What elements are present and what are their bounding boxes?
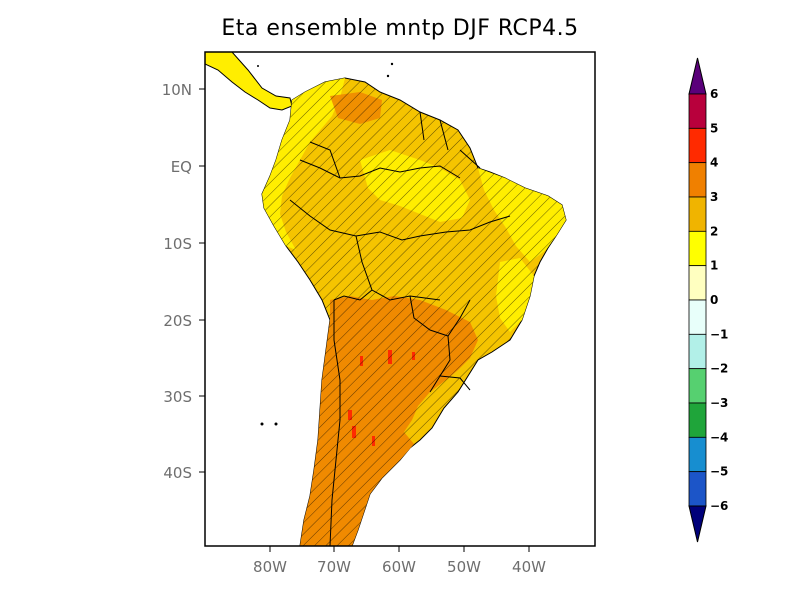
colorbar-swatch xyxy=(688,162,707,198)
colorbar-swatch xyxy=(688,471,707,507)
country-borders xyxy=(289,111,511,546)
lat-label-10n: 10N xyxy=(162,81,192,99)
colorbar-label: 2 xyxy=(710,224,718,238)
colorbar-label: −6 xyxy=(710,499,728,513)
colorbar-label: 0 xyxy=(710,293,718,307)
lon-label-60w: 60W xyxy=(382,558,416,576)
colorbar-label: 1 xyxy=(710,259,718,273)
colorbar-swatch xyxy=(688,333,707,370)
significance-hatching xyxy=(262,78,566,546)
lon-label-40w: 40W xyxy=(512,558,546,576)
lon-axis: 80W 70W 60W 50W 40W xyxy=(253,546,546,576)
colorbar-label: −4 xyxy=(710,430,728,444)
colorbar-swatch xyxy=(688,127,707,164)
colorbar-swatch xyxy=(688,196,707,232)
colorbar-label: 6 xyxy=(710,87,718,101)
chart-title: Eta ensemble mntp DJF RCP4.5 xyxy=(221,16,579,41)
colorbar-label: 3 xyxy=(710,190,718,204)
colorbar-swatch xyxy=(688,93,707,129)
colorbar-label: 4 xyxy=(710,156,718,170)
colorbar-swatch xyxy=(688,299,707,335)
colorbar-swatch xyxy=(688,436,707,473)
lon-label-50w: 50W xyxy=(447,558,481,576)
colorbar-label: −5 xyxy=(710,465,728,479)
colorbar-label: −3 xyxy=(710,396,728,410)
lat-label-30s: 30S xyxy=(163,388,192,406)
colorbar-swatch xyxy=(688,402,707,438)
colorbar-arrow-top xyxy=(688,57,707,95)
central-america xyxy=(205,52,293,111)
colorbar-label: 5 xyxy=(710,121,718,135)
lat-label-10s: 10S xyxy=(163,235,192,253)
colorbar-label: −1 xyxy=(710,327,728,341)
colorbar-swatch xyxy=(688,230,707,267)
map-frame xyxy=(204,51,596,547)
small-islands xyxy=(205,62,394,426)
colorbar-swatch xyxy=(688,265,707,301)
colorbar-swatch xyxy=(688,368,707,404)
lat-axis: 10N EQ 10S 20S 30S 40S xyxy=(162,81,205,482)
lat-label-40s: 40S xyxy=(163,464,192,482)
colorbar-arrow-bottom xyxy=(688,505,707,543)
colorbar: 6 5 4 3 2 1 0 −1 −2 −3 −4 −5 −6 xyxy=(688,57,728,543)
lat-label-eq: EQ xyxy=(171,158,192,176)
colorbar-label: −2 xyxy=(710,362,728,376)
lon-label-70w: 70W xyxy=(317,558,351,576)
map-area xyxy=(205,52,567,546)
lon-label-80w: 80W xyxy=(253,558,287,576)
lat-label-20s: 20S xyxy=(163,312,192,330)
